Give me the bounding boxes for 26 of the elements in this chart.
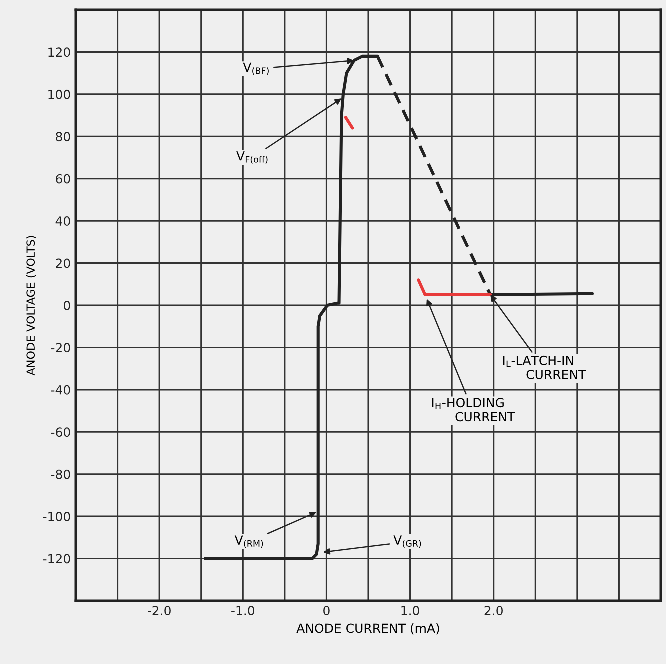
- y-tick-label: -80: [51, 470, 70, 480]
- annotation: V$_{(BF)}$: [243, 62, 269, 76]
- y-tick-label: -120: [43, 554, 70, 564]
- y-tick-label: 80: [56, 132, 70, 142]
- x-tick-label: 0: [324, 606, 330, 616]
- annotation: V$_{(RM)}$: [234, 536, 264, 548]
- annotation: I$_{H}$-HOLDING CURRENT: [432, 398, 516, 422]
- y-tick-label: 20: [56, 258, 70, 268]
- y-axis-title: ANODE VOLTAGE (VOLTS): [26, 236, 36, 376]
- annotation: I$_{L}$-LATCH-IN CURRENT: [503, 356, 586, 380]
- x-tick-label: -1.0: [232, 606, 255, 616]
- y-tick-label: -100: [43, 512, 70, 522]
- y-tick-label: 120: [48, 48, 70, 58]
- x-tick-label: -2.0: [148, 606, 171, 616]
- x-tick-label: 2.0: [484, 606, 503, 616]
- y-tick-label: 40: [56, 216, 70, 226]
- y-tick-label: 0: [64, 300, 70, 310]
- x-tick-label: 1.0: [402, 606, 420, 616]
- annotation: V$_{F(off)}$: [236, 152, 268, 164]
- annotation: V$_{(GR)}$: [394, 536, 422, 548]
- y-tick-label: -20: [51, 343, 70, 353]
- y-tick-label: -60: [51, 428, 70, 438]
- y-tick-label: 100: [48, 90, 70, 100]
- x-axis-title: ANODE CURRENT (mA): [296, 624, 440, 635]
- y-tick-label: -40: [51, 385, 70, 395]
- y-tick-label: 60: [56, 174, 70, 184]
